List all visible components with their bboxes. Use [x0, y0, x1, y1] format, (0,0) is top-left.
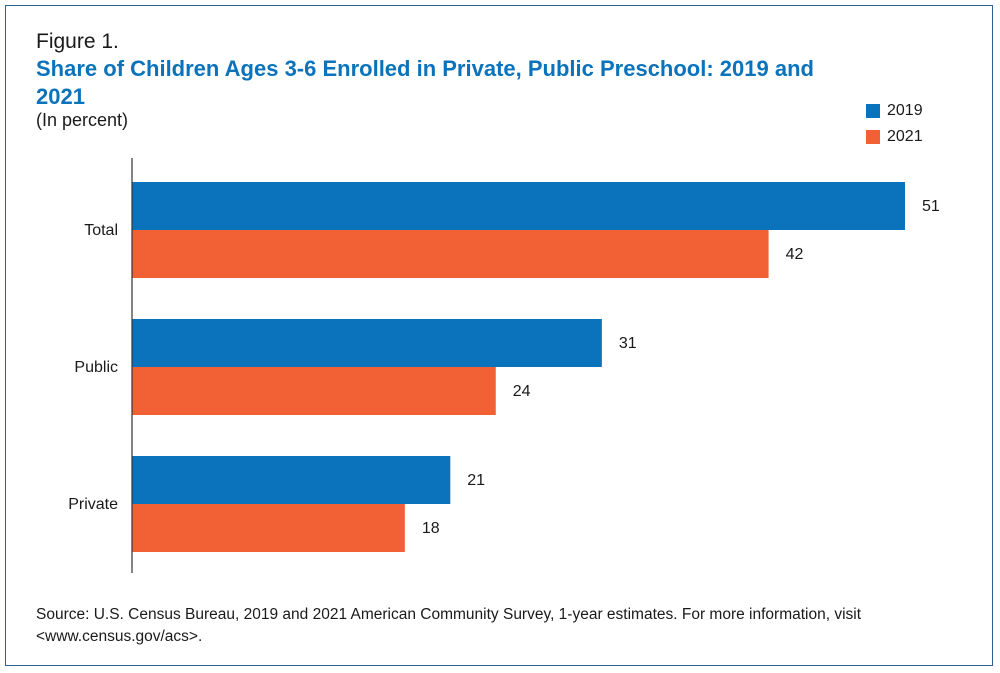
data-label-total-2021: 42 — [786, 246, 804, 263]
data-label-public-2021: 24 — [513, 383, 531, 400]
source-note: Source: U.S. Census Bureau, 2019 and 202… — [36, 606, 862, 645]
legend-item-2021: 2021 — [866, 124, 923, 150]
data-label-public-2019: 31 — [619, 335, 637, 352]
legend-label-2019: 2019 — [887, 102, 923, 119]
figure-label: Figure 1. — [36, 30, 119, 53]
legend: 2019 2021 — [866, 98, 923, 150]
chart-subtitle: (In percent) — [36, 110, 129, 130]
bar-total-2019 — [132, 182, 905, 230]
legend-item-2019: 2019 — [866, 98, 923, 124]
legend-label-2021: 2021 — [887, 128, 923, 145]
category-label-total: Total — [84, 222, 118, 239]
category-label-public: Public — [74, 359, 118, 376]
data-label-total-2019: 51 — [922, 198, 940, 215]
legend-swatch-2019 — [866, 104, 880, 118]
chart-title: Share of Children Ages 3-6 Enrolled in P… — [36, 56, 814, 109]
legend-swatch-2021 — [866, 130, 880, 144]
data-label-private-2021: 18 — [422, 520, 440, 537]
bar-private-2021 — [132, 504, 405, 552]
bar-public-2019 — [132, 319, 602, 367]
bar-public-2021 — [132, 367, 496, 415]
bar-private-2019 — [132, 456, 451, 504]
data-label-private-2019: 21 — [467, 472, 485, 489]
bar-total-2021 — [132, 230, 769, 278]
category-label-private: Private — [68, 496, 118, 513]
